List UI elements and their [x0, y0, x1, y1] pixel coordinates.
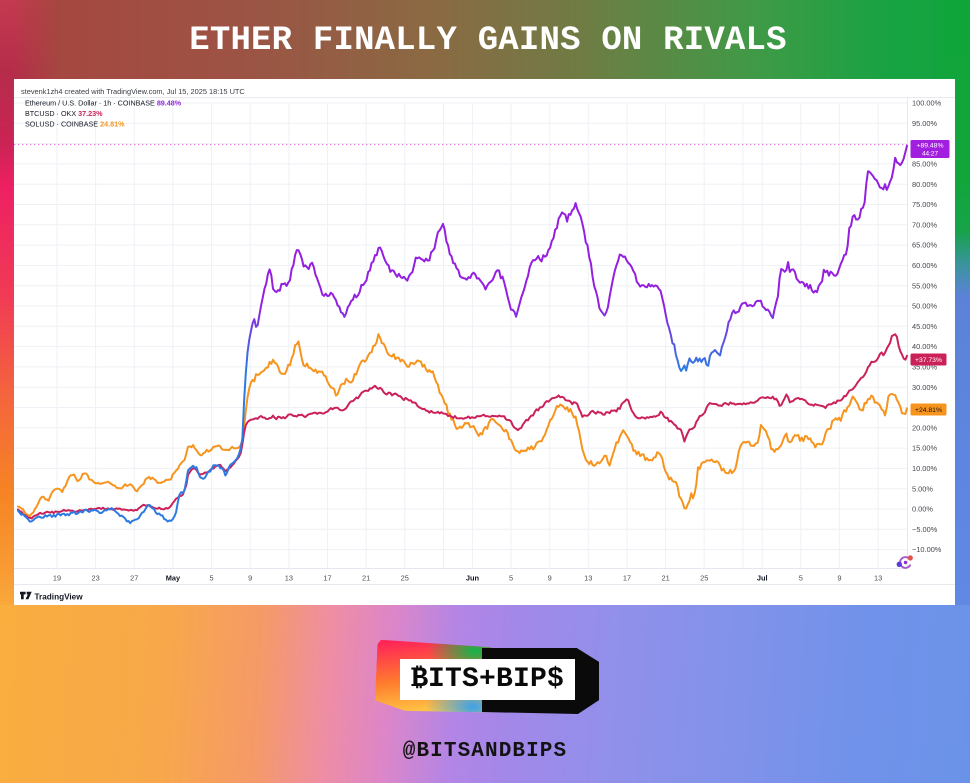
svg-text:17: 17 [323, 574, 331, 583]
svg-text:15.00%: 15.00% [912, 444, 937, 453]
svg-text:95.00%: 95.00% [912, 119, 937, 128]
svg-text:25: 25 [401, 574, 409, 583]
svg-text:5.00%: 5.00% [912, 484, 933, 493]
svg-text:+89.48%: +89.48% [916, 143, 943, 150]
svg-text:100.00%: 100.00% [912, 99, 942, 108]
svg-text:30.00%: 30.00% [912, 383, 937, 392]
svg-text:55.00%: 55.00% [912, 281, 937, 290]
svg-text:70.00%: 70.00% [912, 220, 937, 229]
svg-text:−10.00%: −10.00% [912, 545, 942, 554]
svg-text:−5.00%: −5.00% [912, 525, 938, 534]
svg-text:0.00%: 0.00% [912, 505, 933, 514]
svg-text:80.00%: 80.00% [912, 180, 937, 189]
svg-text:44:27: 44:27 [922, 150, 938, 157]
svg-text:9: 9 [837, 574, 841, 583]
svg-text:60.00%: 60.00% [912, 261, 937, 270]
svg-text:50.00%: 50.00% [912, 302, 937, 311]
svg-text:23: 23 [91, 574, 99, 583]
svg-text:+37.73%: +37.73% [915, 357, 942, 364]
svg-text:10.00%: 10.00% [912, 464, 937, 473]
svg-text:13: 13 [285, 574, 293, 583]
svg-text:Jul: Jul [757, 574, 768, 583]
svg-text:65.00%: 65.00% [912, 241, 937, 250]
svg-text:19: 19 [53, 574, 61, 583]
svg-text:9: 9 [548, 574, 552, 583]
svg-text:13: 13 [874, 574, 882, 583]
svg-text:May: May [166, 574, 181, 583]
svg-text:5: 5 [799, 574, 803, 583]
svg-text:5: 5 [210, 574, 214, 583]
svg-text:21: 21 [362, 574, 370, 583]
svg-text:9: 9 [248, 574, 252, 583]
svg-text:35.00%: 35.00% [912, 363, 937, 372]
svg-text:40.00%: 40.00% [912, 342, 937, 351]
svg-text:13: 13 [584, 574, 592, 583]
svg-text:27: 27 [130, 574, 138, 583]
svg-text:stevenk1zh4 created with Tradi: stevenk1zh4 created with TradingView.com… [21, 87, 245, 96]
svg-text:75.00%: 75.00% [912, 200, 937, 209]
svg-text:Ethereum / U.S. Dollar · 1h ·: Ethereum / U.S. Dollar · 1h · COINBASE 8… [25, 99, 182, 108]
svg-text:TradingView: TradingView [35, 592, 84, 601]
svg-text:85.00%: 85.00% [912, 160, 937, 169]
svg-text:45.00%: 45.00% [912, 322, 937, 331]
svg-text:SOLUSD · COINBASE 24.81%: SOLUSD · COINBASE 24.81% [25, 120, 125, 129]
svg-text:Jun: Jun [466, 574, 480, 583]
svg-text:BTCUSD · OKX 37.23%: BTCUSD · OKX 37.23% [25, 109, 103, 118]
svg-text:17: 17 [623, 574, 631, 583]
svg-text:5: 5 [509, 574, 513, 583]
svg-text:21: 21 [661, 574, 669, 583]
svg-text:20.00%: 20.00% [912, 423, 937, 432]
svg-text:+24.81%: +24.81% [915, 407, 942, 414]
svg-text:25: 25 [700, 574, 708, 583]
